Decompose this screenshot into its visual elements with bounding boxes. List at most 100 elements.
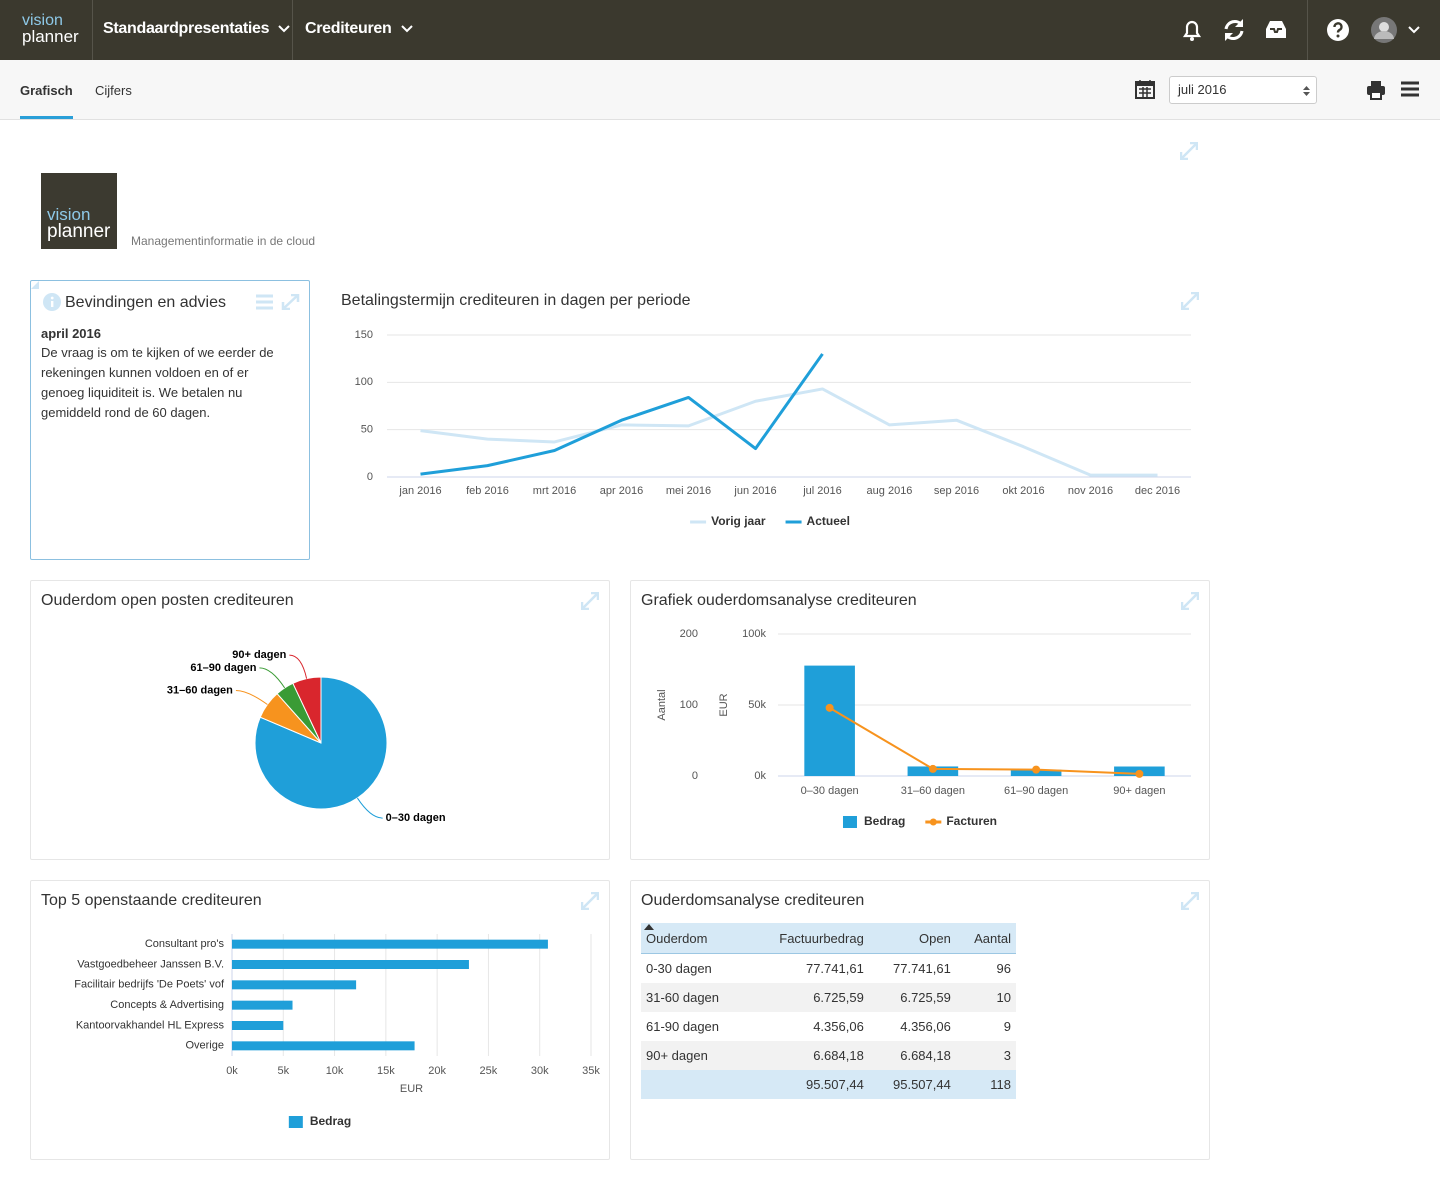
table-panel: Ouderdomsanalyse crediteuren Ouderdom Fac… [630, 880, 1210, 1160]
brand-bottom[interactable]: planner [22, 27, 79, 46]
findings-text: De vraag is om te kijken of we eerder de… [41, 345, 274, 420]
table-cell [641, 1070, 748, 1099]
legend-item[interactable]: Bedrag [842, 814, 905, 828]
chart-title: Top 5 openstaande crediteuren [41, 892, 262, 909]
separator [1307, 0, 1308, 60]
slice-label: 61–90 dagen [190, 662, 256, 674]
header-label: Open [919, 930, 951, 946]
brand-top[interactable]: vision [22, 12, 63, 29]
header-row: Ouderdom Factuurbedrag Open Aantal [641, 923, 1016, 954]
total-row: 95.507,44 95.507,44 118 [641, 1070, 1016, 1099]
menu-label[interactable]: Standaardpresentaties [103, 20, 270, 37]
expand-icon[interactable] [1181, 592, 1199, 610]
legend-item[interactable]: Vorig jaar [690, 514, 766, 528]
x-tick-label: 35k [582, 1065, 600, 1077]
slice-label: 0–30 dagen [386, 812, 446, 824]
x-tick-label: 61–90 dagen [1004, 785, 1068, 797]
refresh-icon[interactable] [1224, 19, 1244, 41]
calendar-icon[interactable] [1135, 79, 1155, 99]
table-cell: 9 [1003, 1019, 1011, 1034]
expand-glyph [581, 892, 599, 910]
sort-glyph [644, 924, 654, 930]
bar [232, 1000, 293, 1010]
y-tick-label: 100 [355, 376, 373, 388]
expand-icon[interactable] [581, 892, 599, 910]
logo-top: vision [47, 205, 91, 224]
x-tick-label: nov 2016 [1068, 485, 1113, 497]
chart-title: Betalingstermijn crediteuren in dagen pe… [341, 292, 691, 309]
y2-tick-label: 100 [680, 699, 698, 711]
avatar[interactable] [1371, 17, 1397, 43]
expand-glyph [1181, 292, 1199, 310]
table-cell: 6.684,18 [813, 1048, 864, 1063]
table-cell: 77.741,61 [893, 961, 951, 976]
x-tick-label: 20k [428, 1065, 446, 1077]
y-tick-label: 150 [355, 329, 373, 341]
period-select[interactable]: juli 2016 [1169, 76, 1317, 104]
tab-active[interactable]: Grafisch [20, 83, 73, 98]
column-header[interactable]: Aantal [955, 923, 1016, 954]
line-series [829, 706, 1140, 775]
expand-icon[interactable] [1181, 892, 1199, 910]
line-marker [1135, 769, 1144, 778]
menu-creditors[interactable]: Crediteuren [305, 19, 413, 39]
tab-underline [20, 116, 73, 119]
aging-table: Ouderdom Factuurbedrag Open Aantal 0-30 dage… [641, 923, 1016, 1099]
menu-label[interactable]: Crediteuren [305, 20, 392, 37]
findings-title: Bevindingen en advies [65, 294, 227, 311]
line-marker [825, 703, 834, 712]
expand-icon[interactable] [581, 592, 599, 610]
tab[interactable]: Cijfers [95, 83, 132, 98]
column-header[interactable]: Factuurbedrag [747, 923, 869, 954]
menu-presentations[interactable]: Standaardpresentaties [103, 19, 291, 39]
y2-axis-title: Aantal [656, 689, 668, 720]
table-cell: 3 [1003, 1048, 1011, 1063]
y-tick-label: Kantoorvakhandel HL Express [76, 1019, 225, 1031]
table-body: 0-30 dagen 77.741,61 77.741,61 96 31-60 dage… [641, 954, 1016, 1099]
y-tick-label: Consultant pro's [145, 938, 225, 950]
column-header[interactable]: Open [868, 923, 956, 954]
bar [232, 1041, 415, 1051]
bar [232, 980, 357, 990]
expand-glyph [1181, 892, 1199, 910]
x-tick-label: 30k [531, 1065, 549, 1077]
x-tick-label: 10k [326, 1065, 344, 1077]
help-icon[interactable] [1327, 19, 1349, 41]
expand-icon[interactable] [1180, 142, 1198, 160]
table-cell: 6.725,59 [900, 990, 951, 1005]
table-row: 0-30 dagen 77.741,61 77.741,61 96 [641, 954, 1016, 984]
x-tick-label: mrt 2016 [533, 485, 576, 497]
pie-slice [254, 676, 388, 810]
line-marker [928, 764, 937, 773]
x-tick-label: 31–60 dagen [901, 785, 965, 797]
bar [804, 665, 855, 776]
panel-tools[interactable] [256, 294, 301, 310]
inbox-icon[interactable] [1266, 21, 1286, 38]
table-cell: 61-90 dagen [646, 1019, 720, 1034]
user-icons [1327, 17, 1420, 43]
expand-glyph [581, 592, 599, 610]
header-label: Ouderdom [646, 930, 708, 946]
print-icon[interactable] [1366, 80, 1386, 100]
separator [92, 0, 93, 60]
legend-item[interactable]: Actueel [785, 514, 850, 528]
label-connector [356, 797, 383, 819]
bell-icon[interactable] [1182, 20, 1202, 41]
menu-icon[interactable] [1401, 81, 1419, 97]
legend-item[interactable]: Bedrag [288, 1114, 351, 1128]
chevron[interactable] [1408, 26, 1420, 34]
chevron [400, 25, 413, 33]
line-marker [1032, 765, 1041, 774]
resize-handle[interactable] [31, 281, 39, 289]
legend-item[interactable]: Facturen [925, 814, 997, 828]
select-arrows [1303, 86, 1310, 96]
table-cell: 4.356,06 [900, 1019, 951, 1034]
table-cell: 77.741,61 [805, 961, 864, 976]
y-tick-label: 100k [742, 628, 766, 640]
expand-icon[interactable] [1181, 292, 1199, 310]
x-tick-label: feb 2016 [466, 485, 509, 497]
column-header[interactable]: Ouderdom [641, 923, 748, 954]
x-tick-label: 5k [277, 1065, 289, 1077]
label-connector [259, 667, 286, 689]
